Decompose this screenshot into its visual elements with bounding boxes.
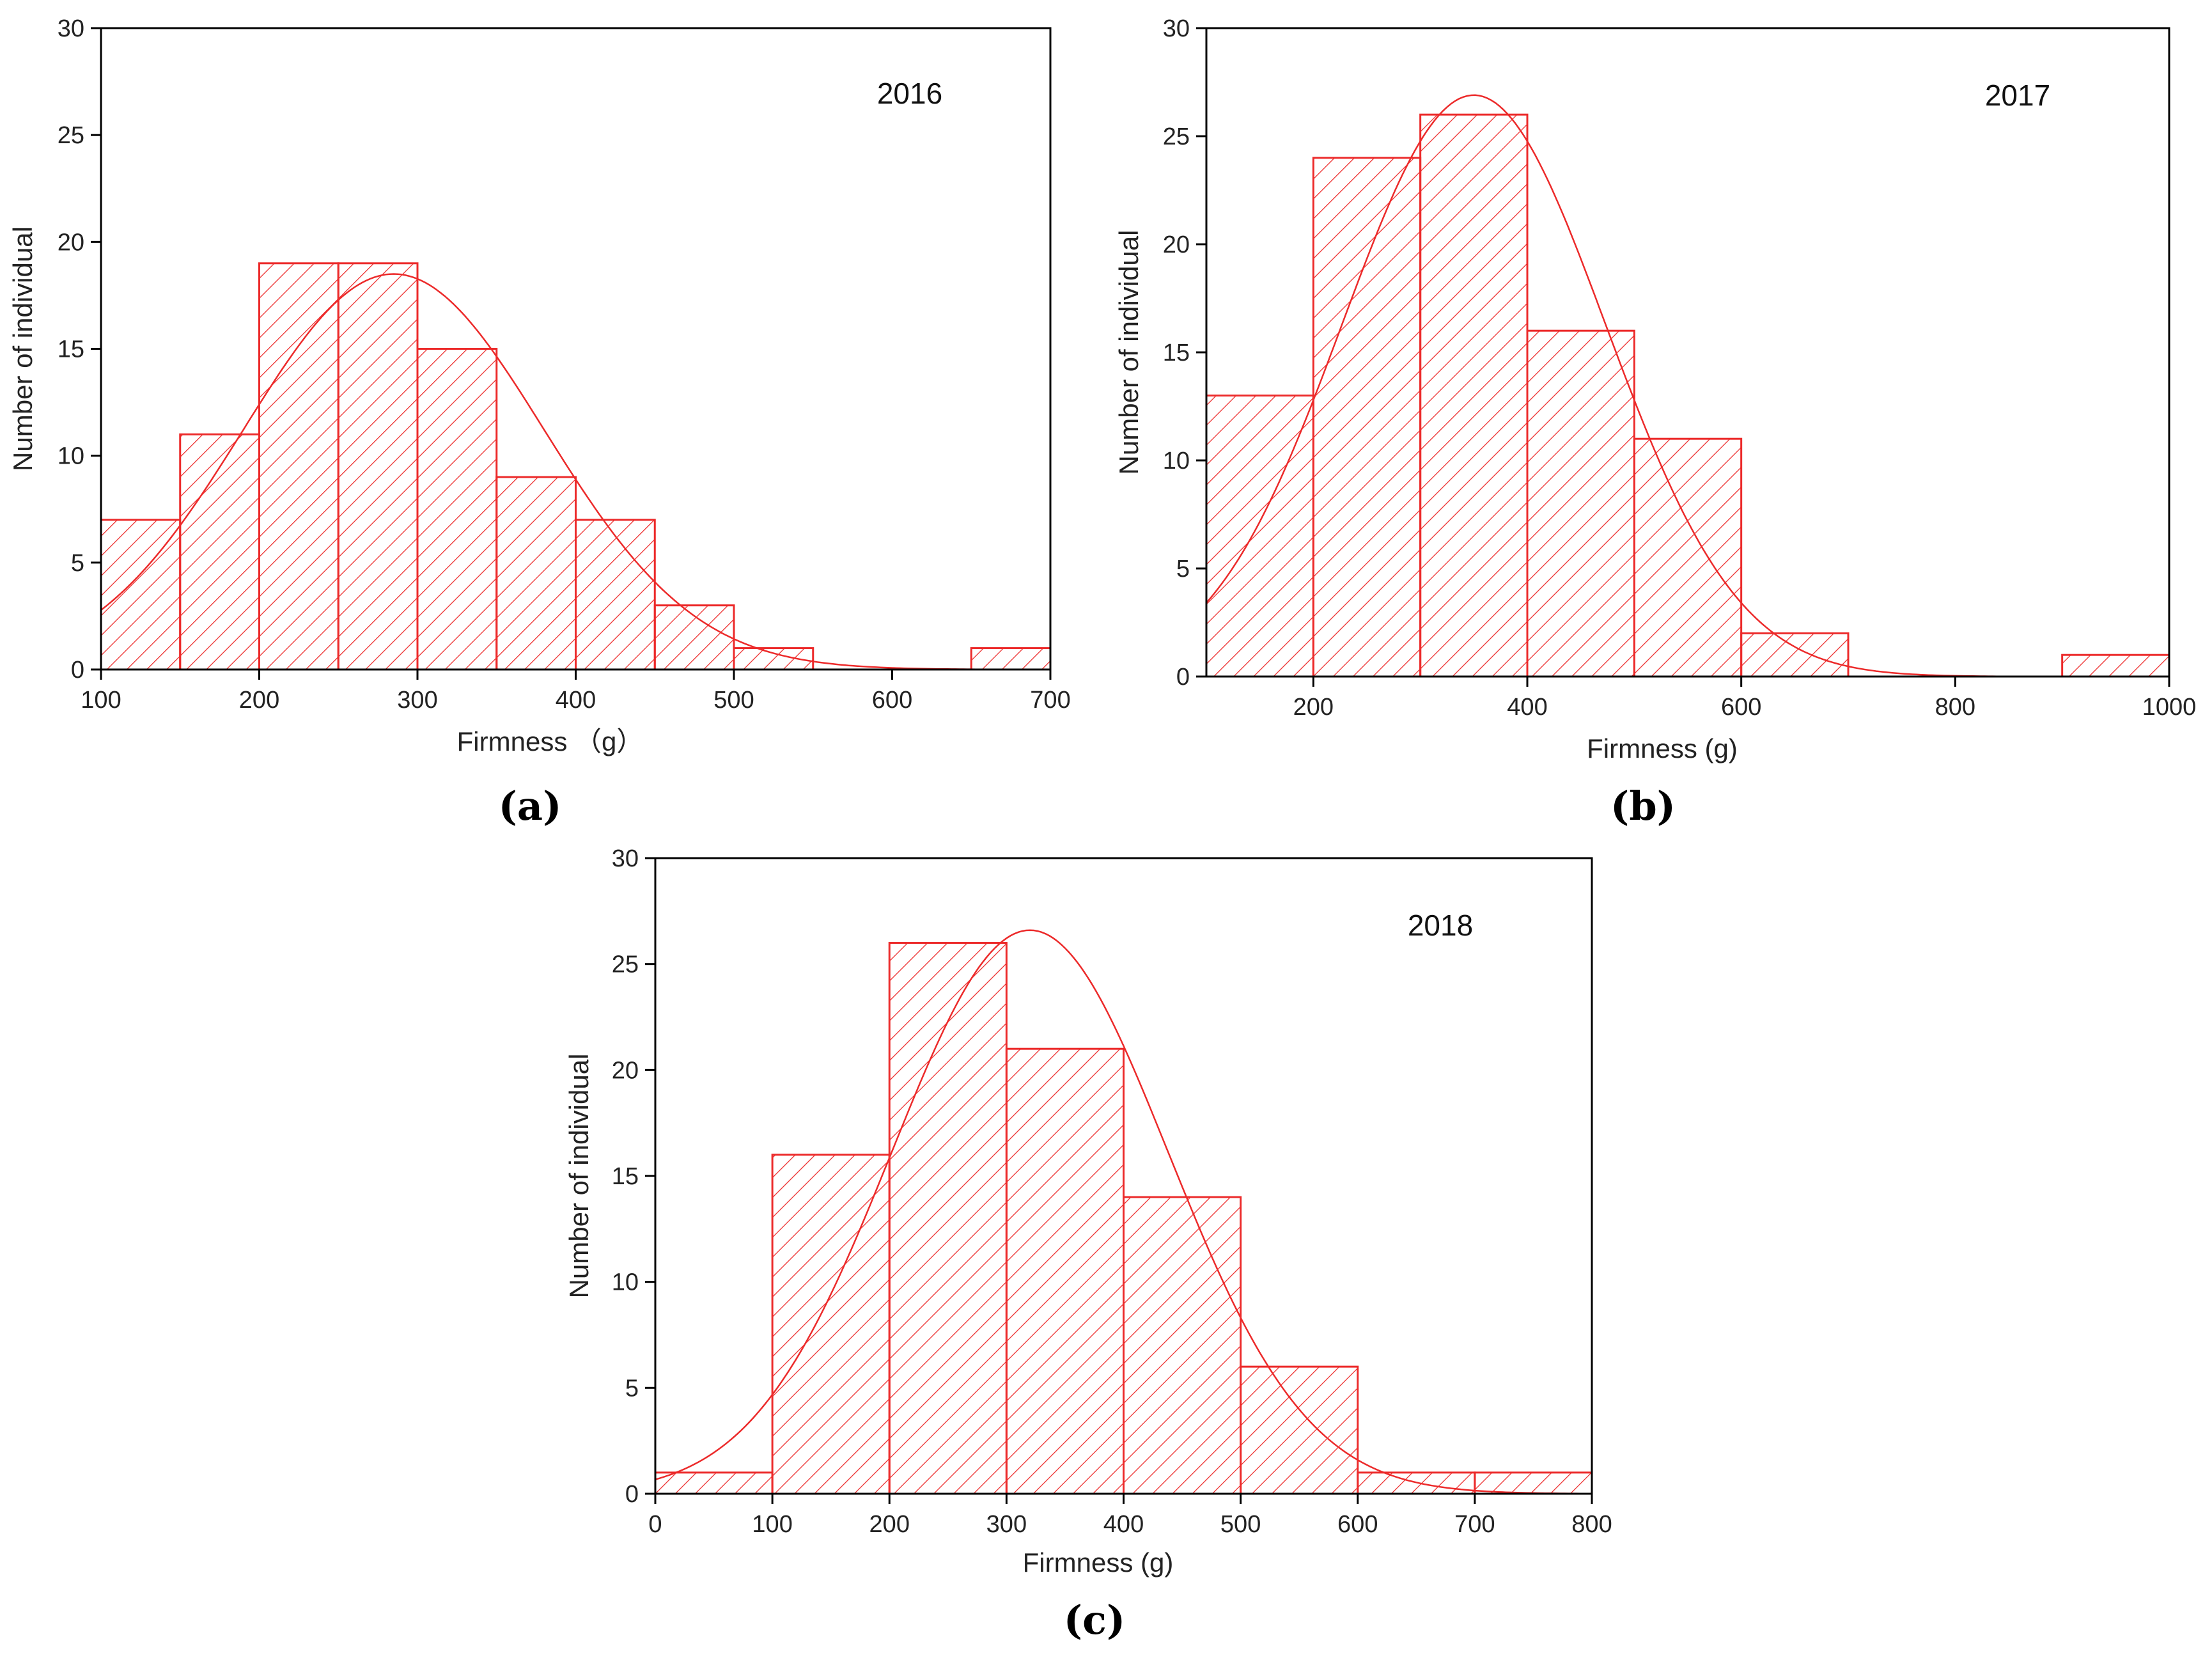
y-ticks-b: 0 5 10 15 20 25 30 [1163, 15, 1206, 691]
y-tick-label-b-5: 5 [1176, 556, 1190, 583]
y-tick-label-b-20: 20 [1163, 231, 1190, 258]
panel-label-b: (b) [1610, 783, 1676, 829]
x-tick-label-c-100: 100 [752, 1511, 792, 1538]
x-tick-label-c-700: 700 [1454, 1511, 1495, 1538]
chart-panel-c: 0 100 200 300 400 500 600 700 800 0 5 10 15 20 25 30 F… [564, 845, 1612, 1643]
x-tick-label-b-400: 400 [1507, 694, 1547, 721]
x-tick-label-c-400: 400 [1103, 1511, 1144, 1538]
x-tick-label-b-200: 200 [1293, 694, 1334, 721]
year-annotation-c: 2018 [1408, 909, 1473, 942]
y-axis-title-b: Number of individual [1114, 230, 1144, 475]
x-axis-title-c: Firmness (g) [1023, 1547, 1174, 1578]
x-tick-label-c-500: 500 [1220, 1511, 1261, 1538]
bars-b [1205, 113, 2170, 678]
bar-b-2 [1419, 113, 1529, 678]
y-tick-label-b-25: 25 [1163, 123, 1190, 150]
bar-b-0 [1205, 395, 1314, 678]
y-tick-label-c-0: 0 [625, 1481, 639, 1508]
y-tick-label-a-15: 15 [58, 336, 84, 363]
fit-curve-c [655, 929, 1593, 1495]
x-ticks-a: 100 200 300 400 500 600 700 [81, 669, 1071, 714]
panel-label-c: (c) [1064, 1597, 1125, 1643]
year-annotation-b: 2017 [1985, 79, 2050, 112]
y-tick-label-b-30: 30 [1163, 15, 1190, 42]
x-tick-label-b-1000: 1000 [2142, 694, 2197, 721]
x-tick-label-a-300: 300 [397, 687, 437, 714]
y-tick-label-b-10: 10 [1163, 448, 1190, 474]
bar-b-1 [1312, 157, 1422, 678]
y-ticks-a: 0 5 10 15 20 25 30 [58, 15, 101, 684]
x-tick-label-a-600: 600 [872, 687, 912, 714]
x-tick-label-c-0: 0 [648, 1511, 662, 1538]
x-tick-label-a-700: 700 [1030, 687, 1070, 714]
x-axis-title-a: Firmness （g） [457, 726, 644, 756]
bar-a-11 [970, 647, 1052, 671]
bar-c-2 [888, 942, 1008, 1495]
x-tick-label-b-600: 600 [1721, 694, 1761, 721]
fit-curve-a [100, 273, 1050, 671]
bar-a-2 [258, 262, 339, 671]
x-tick-label-c-300: 300 [986, 1511, 1027, 1538]
bar-a-4 [416, 348, 498, 671]
x-axis-title-b: Firmness (g) [1587, 733, 1738, 763]
bars-c [654, 942, 1593, 1495]
bar-a-1 [179, 433, 260, 671]
x-tick-label-c-600: 600 [1337, 1511, 1378, 1538]
y-tick-label-c-30: 30 [612, 845, 639, 872]
bar-b-8 [2061, 654, 2170, 678]
x-tick-label-a-100: 100 [81, 687, 121, 714]
y-tick-label-a-20: 20 [58, 229, 84, 256]
bar-a-6 [575, 519, 656, 671]
x-tick-label-a-500: 500 [713, 687, 754, 714]
bar-a-0 [100, 519, 182, 671]
y-tick-label-b-0: 0 [1176, 664, 1190, 691]
y-tick-label-a-5: 5 [71, 550, 84, 577]
bar-a-7 [653, 604, 735, 671]
y-axis-title-a: Number of individual [8, 226, 38, 471]
panel-label-a: (a) [499, 783, 562, 829]
bars-a [100, 262, 1052, 671]
x-tick-label-a-200: 200 [239, 687, 279, 714]
bar-c-5 [1240, 1365, 1359, 1495]
x-ticks-c: 0 100 200 300 400 500 600 700 800 [648, 1494, 1612, 1538]
x-ticks-b: 200 400 600 800 1000 [1293, 677, 2197, 721]
x-tick-label-a-400: 400 [556, 687, 596, 714]
y-tick-label-c-5: 5 [625, 1375, 639, 1402]
y-tick-label-a-30: 30 [58, 15, 84, 42]
y-tick-label-b-15: 15 [1163, 340, 1190, 366]
x-tick-label-c-800: 800 [1571, 1511, 1612, 1538]
y-tick-label-a-0: 0 [71, 657, 84, 684]
chart-panel-b: 200 400 600 800 1000 0 5 10 15 20 25 30 Firmness (… [1114, 15, 2196, 829]
chart-panel-a: 100 200 300 400 500 600 700 0 5 10 15 20 25 30 Firmn… [8, 15, 1071, 829]
bar-c-0 [654, 1471, 774, 1495]
y-ticks-c: 0 5 10 15 20 25 30 [612, 845, 655, 1508]
y-tick-label-c-15: 15 [612, 1163, 639, 1190]
x-tick-label-c-200: 200 [869, 1511, 910, 1538]
bar-b-4 [1633, 437, 1743, 678]
y-axis-title-c: Number of individual [564, 1054, 594, 1299]
bar-c-3 [1005, 1047, 1125, 1495]
y-tick-label-c-25: 25 [612, 951, 639, 978]
bar-c-1 [771, 1154, 891, 1495]
y-tick-label-c-20: 20 [612, 1057, 639, 1084]
y-tick-label-c-10: 10 [612, 1269, 639, 1296]
y-tick-label-a-10: 10 [58, 443, 84, 470]
bar-a-5 [495, 476, 577, 671]
year-annotation-a: 2016 [877, 77, 942, 110]
y-tick-label-a-25: 25 [58, 122, 84, 149]
bar-c-4 [1123, 1196, 1242, 1495]
bar-c-7 [1474, 1471, 1593, 1495]
bar-b-3 [1526, 329, 1635, 678]
bar-b-5 [1740, 632, 1850, 678]
bar-a-3 [337, 262, 419, 671]
x-tick-label-b-800: 800 [1935, 694, 1975, 721]
